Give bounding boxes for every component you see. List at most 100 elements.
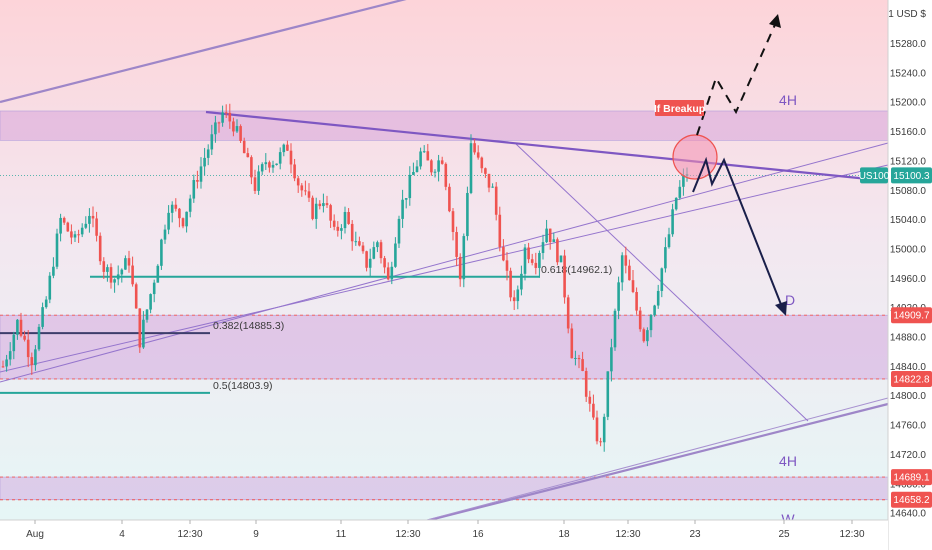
candle-body [214, 122, 217, 135]
y-tick-label: 15080.0 [890, 186, 927, 197]
candle-body [383, 258, 386, 268]
candle-body [84, 223, 88, 228]
candle-body [502, 246, 505, 261]
candle-body [246, 153, 250, 158]
candle-body [628, 265, 631, 281]
candle-body [250, 157, 253, 178]
candle-body [372, 247, 376, 259]
candle-body [264, 162, 268, 165]
supply-demand-zone [0, 476, 889, 501]
candle-body [16, 319, 19, 335]
candle-body [505, 260, 509, 271]
candle-body [19, 319, 23, 336]
candle-body [170, 204, 174, 213]
candle-body [260, 164, 264, 172]
x-tick-label: 11 [336, 529, 347, 540]
candle-body [646, 330, 649, 342]
candle-body [336, 226, 340, 231]
candle-body [41, 307, 44, 327]
bullish-projection-path [696, 17, 779, 136]
candle-body [73, 234, 77, 238]
candle-body [34, 349, 37, 366]
candle-body [88, 215, 91, 224]
candle-body [469, 143, 473, 193]
candle-body [178, 208, 181, 219]
price-badge [891, 491, 932, 508]
time-axis-background [0, 520, 888, 550]
channel-support-line-inner [407, 397, 889, 526]
candle-body [386, 267, 390, 280]
candle-body [307, 191, 311, 198]
price-axis-background [888, 0, 932, 550]
candle-body [109, 267, 113, 283]
candle-body [300, 185, 304, 191]
candle-body [584, 371, 588, 397]
candle-body [520, 273, 523, 290]
candle-body [635, 292, 638, 311]
candle-body [415, 166, 419, 172]
candle-body [491, 186, 494, 188]
candle-body [545, 228, 548, 243]
candle-body [422, 151, 426, 153]
candle-body [656, 290, 660, 306]
candle-body [350, 223, 354, 242]
candle-body [48, 275, 52, 300]
candle-body [325, 203, 329, 206]
candle-body [394, 243, 397, 267]
candle-body [206, 149, 210, 158]
y-tick-label: 15040.0 [890, 215, 927, 226]
candle-body [62, 217, 66, 223]
candle-body [448, 186, 451, 212]
candle-body [516, 289, 520, 302]
candle-body [602, 416, 606, 443]
candle-body [134, 284, 138, 309]
candle-body [12, 334, 16, 352]
candle-body [556, 239, 559, 263]
candle-body [595, 417, 599, 442]
candle-body [484, 168, 487, 174]
candle-body [620, 255, 624, 283]
last-price-badge [891, 167, 932, 184]
candle-body [354, 241, 358, 243]
candle-body [217, 122, 221, 124]
candle-body [314, 203, 318, 219]
candle-body [127, 258, 131, 266]
candle-body [95, 218, 98, 236]
candle-body [113, 279, 116, 283]
bullish-arrowhead [769, 14, 781, 28]
candle-body [577, 357, 581, 360]
candle-body [473, 143, 476, 153]
candle-body [235, 126, 239, 132]
fib-level-label: 0.382(14885.3) [213, 320, 284, 332]
candle-body [376, 242, 379, 248]
candle-body [120, 269, 124, 275]
candle-body [642, 329, 646, 342]
candle-body [559, 255, 563, 263]
candle-body [574, 357, 577, 359]
candle-body [145, 309, 149, 320]
candle-body [199, 166, 203, 182]
candle-body [606, 371, 610, 417]
candle-body [106, 267, 109, 272]
channel-line-lower [0, 142, 889, 383]
price-badge [891, 307, 932, 324]
candle-body [538, 253, 541, 268]
candle-body [5, 359, 8, 367]
y-tick-label: 14640.0 [890, 509, 927, 520]
y-tick-label: 15000.0 [890, 244, 927, 255]
candle-body [91, 215, 95, 219]
candle-body [332, 220, 336, 227]
candle-body [210, 134, 214, 150]
candle-body [322, 203, 325, 207]
candle-body [404, 198, 408, 200]
fib-level-label: 0.5(14803.9) [213, 380, 273, 392]
candle-body [458, 256, 462, 280]
candle-body [102, 261, 106, 272]
candle-body [23, 335, 26, 340]
candle-body [174, 204, 178, 209]
candle-body [340, 228, 343, 231]
x-tick-label: 4 [119, 529, 125, 540]
candle-body [271, 164, 275, 168]
candle-body [80, 227, 84, 235]
candle-body [401, 199, 404, 219]
